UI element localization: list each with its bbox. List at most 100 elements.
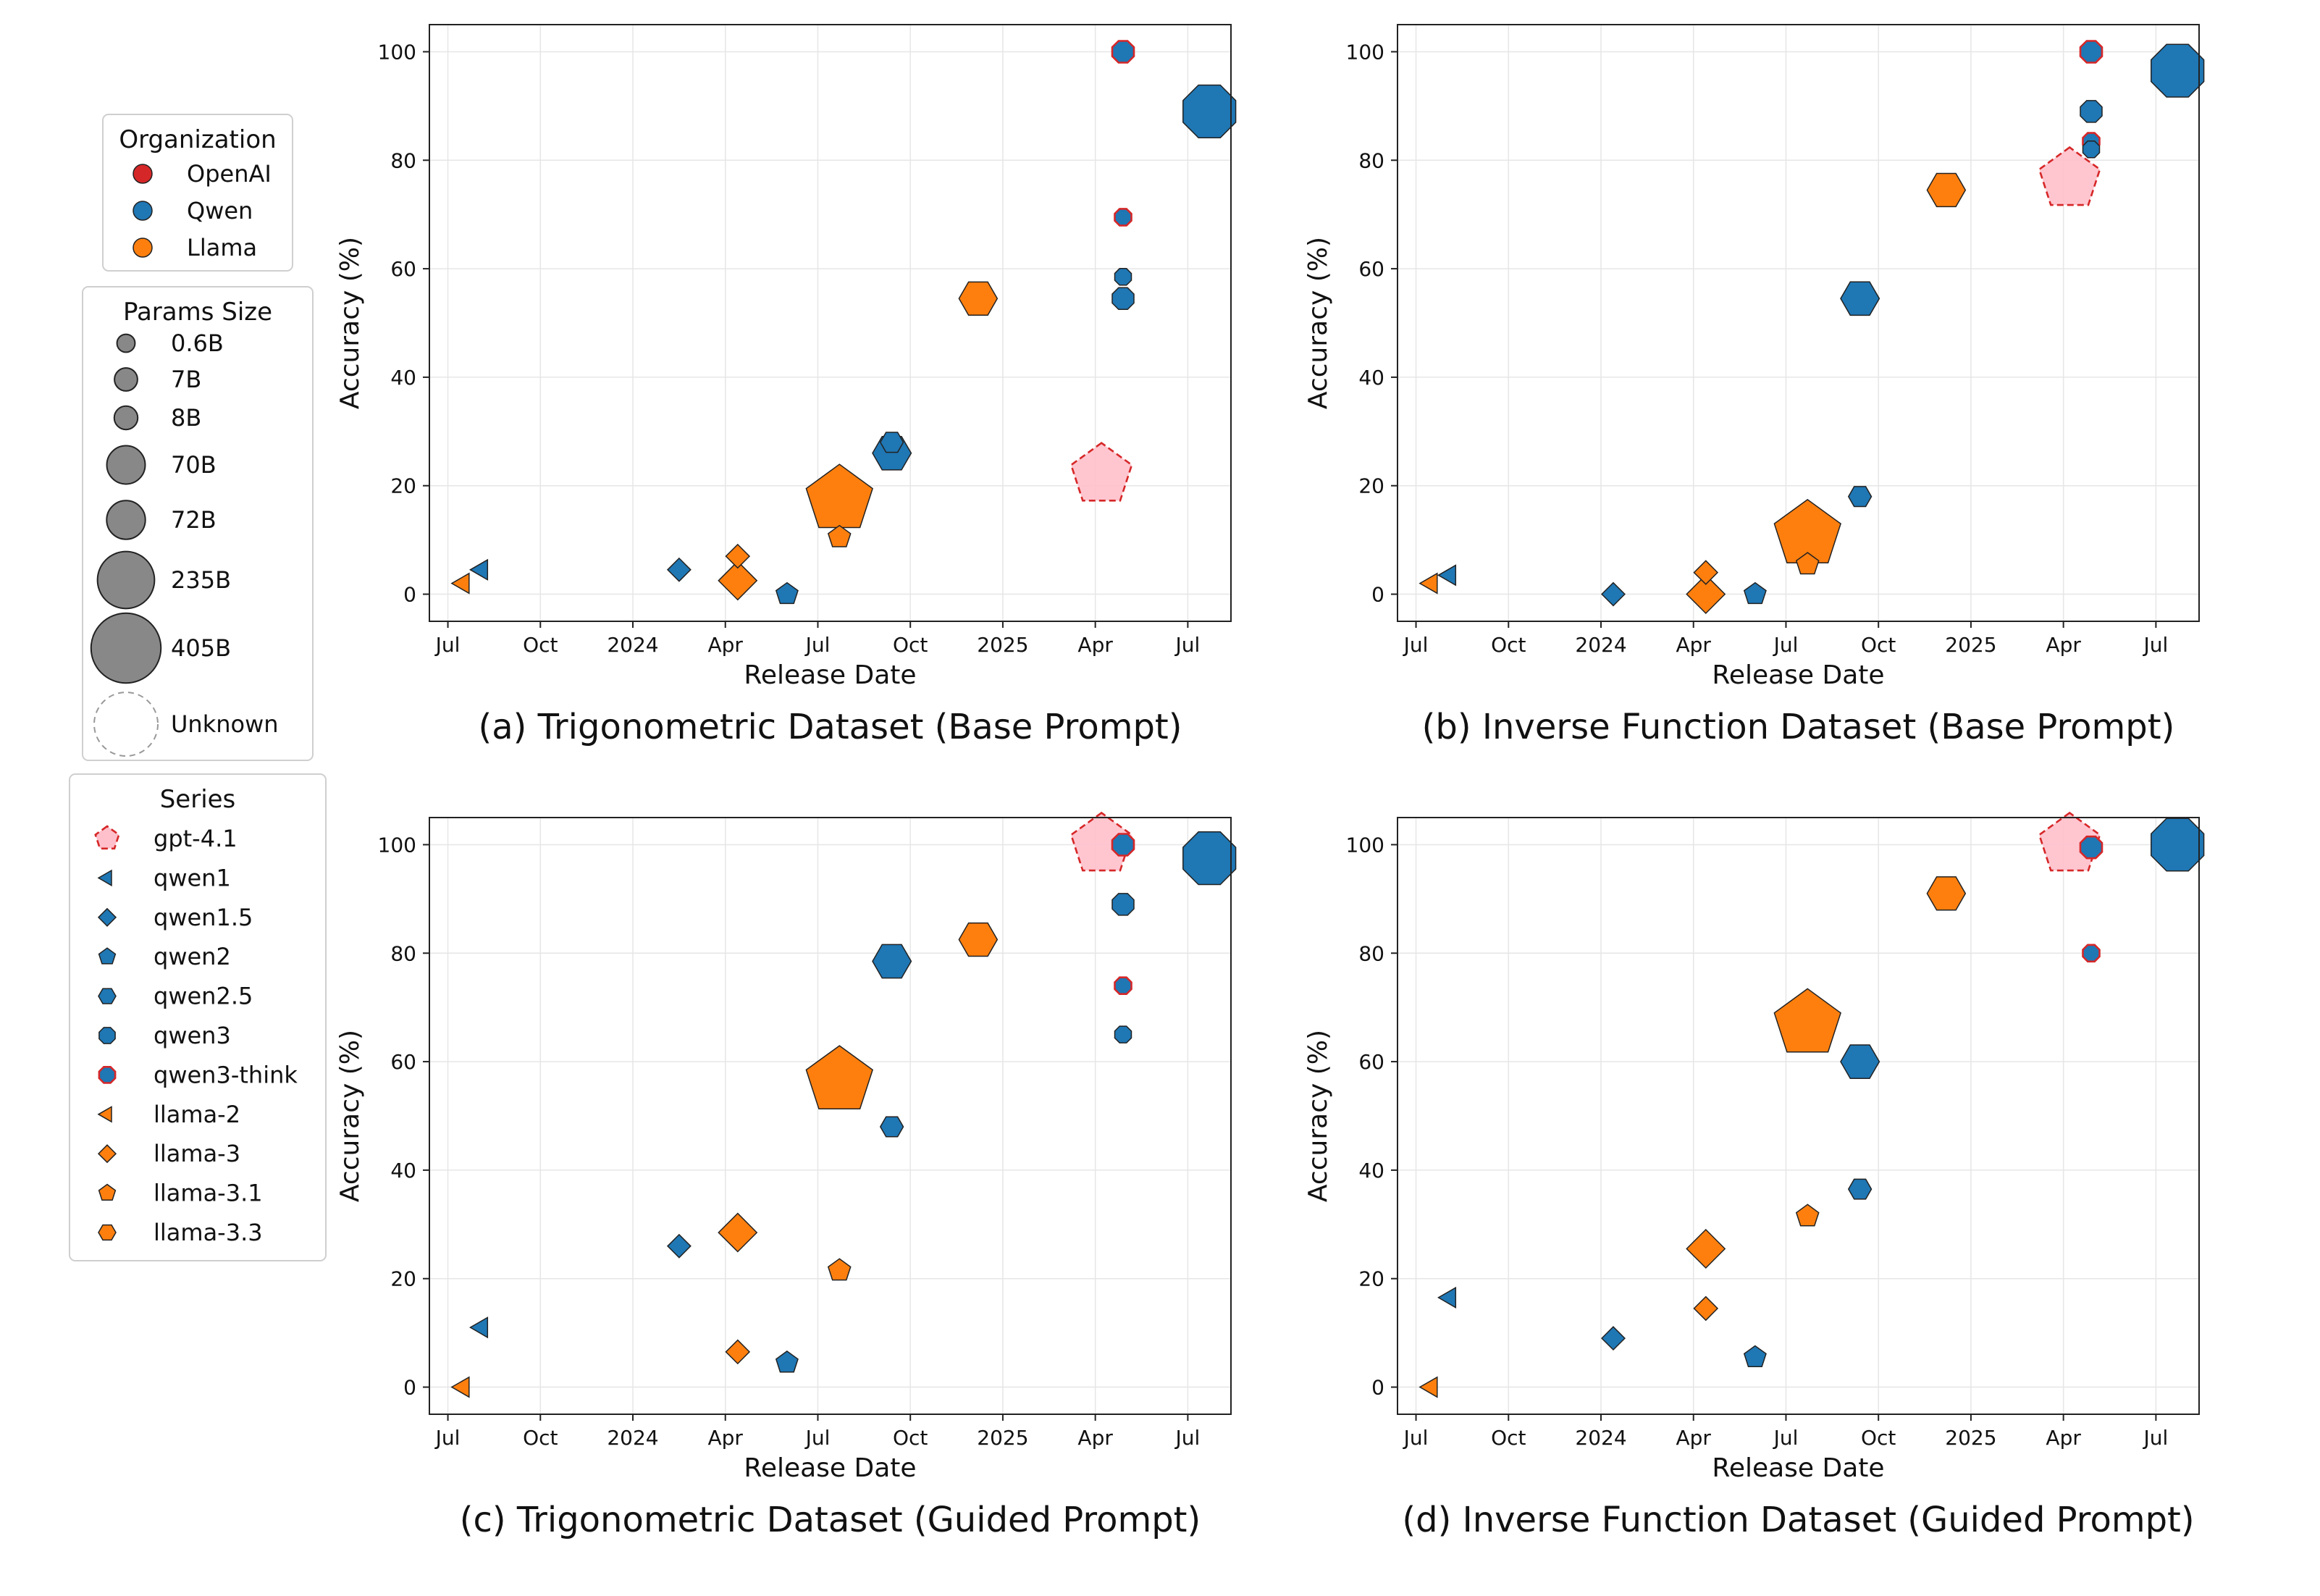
data-point-qwen1.5 [666,557,692,582]
y-tick-label: 100 [378,40,416,64]
x-tick-label: Oct [1491,633,1526,657]
x-tick-label: Oct [523,1426,558,1450]
legend-swatch [133,164,153,184]
x-tick-label: Jul [804,1426,831,1450]
legend-series-marker [98,1183,117,1201]
x-ticks: Jul Oct 2024 Apr Jul Oct 2025 Apr Jul [1403,621,2168,657]
legend-label: 72B [171,506,217,534]
data-point-qwen2.5 [1840,1044,1880,1079]
data-points [1419,40,2205,615]
x-tick-label: 2024 [607,1426,658,1450]
grid [1398,25,2199,621]
data-point-qwen2.5 [872,944,912,979]
data-point-qwen3 [1114,268,1132,286]
data-point-qwen2 [1743,1345,1767,1367]
legend-box [69,773,327,1261]
legend-title: Series [160,785,236,814]
legend-label: qwen3 [154,1022,231,1049]
subplot-caption: (c) Trigonometric Dataset (Guided Prompt… [460,1500,1201,1540]
x-tick-label: Apr [708,1426,744,1450]
data-point-qwen1 [469,1316,489,1339]
data-point-qwen3 [1111,893,1135,916]
y-axis-label: Accuracy (%) [1303,237,1333,409]
x-tick-label: Oct [1861,633,1896,657]
x-axis-label: Release Date [744,1453,916,1483]
legend-size-marker [90,612,162,684]
x-tick-label: Oct [1491,1426,1526,1450]
y-tick-label: 80 [1358,148,1384,172]
data-point-qwen3-think [1114,208,1132,227]
x-tick-label: Oct [1861,1426,1896,1450]
data-points [1419,811,2205,1398]
data-point-llama-3 [718,1212,758,1253]
data-point-qwen3 [2151,818,2205,872]
data-point-qwen2 [775,581,799,605]
data-point-qwen3 [1111,287,1135,311]
legend-size-marker [106,500,146,540]
data-point-qwen3-think [2082,944,2101,963]
legend-label: qwen2 [154,943,231,970]
y-tick-label: 0 [1371,583,1384,607]
data-point-llama-2 [1419,572,1438,595]
x-tick-label: Jul [1403,633,1429,657]
y-tick-label: 100 [1346,833,1384,857]
x-tick-label: Apr [1676,1426,1712,1450]
subplot-b: Jul Oct 2024 Apr Jul Oct 2025 Apr Jul 0 20 40 60 80 10… [1303,24,2205,747]
y-tick-label: 20 [1358,474,1384,498]
axes-frame [1397,24,2200,622]
data-point-qwen3 [1182,84,1237,138]
y-tick-label: 20 [390,1267,416,1291]
plot-area [429,818,1231,1414]
x-tick-label: Jul [1174,633,1200,657]
legend-series-marker [97,1106,112,1123]
grid [429,818,1231,1414]
data-point-qwen3-think [2079,40,2103,64]
x-tick-label: Apr [708,633,744,657]
legend-label: llama-2 [154,1101,240,1128]
legend-label: Qwen [187,197,253,224]
y-ticks: 0 20 40 60 80 100 [378,40,429,607]
y-tick-label: 80 [390,941,416,965]
legend-label: llama-3.3 [154,1219,263,1246]
x-tick-label: 2025 [977,633,1028,657]
subplot-caption: (a) Trigonometric Dataset (Base Prompt) [479,707,1182,747]
x-tick-label: Jul [1773,1426,1799,1450]
data-point-qwen3 [1182,831,1237,886]
y-axis-label: Accuracy (%) [335,237,365,409]
data-point-qwen2 [1743,581,1767,605]
panels: Jul Oct 2024 Apr Jul Oct 2025 Apr Jul 0 20 40 60 80 10… [335,24,2205,1540]
y-axis-label: Accuracy (%) [335,1030,365,1202]
x-tick-label: 2024 [1575,633,1626,657]
x-tick-label: 2025 [977,1426,1028,1450]
y-axis-label: Accuracy (%) [1303,1030,1333,1202]
x-ticks: Jul Oct 2024 Apr Jul Oct 2025 Apr Jul [434,621,1200,657]
y-ticks: 0 20 40 60 80 100 [1346,40,1398,607]
legend-series-marker [97,907,117,927]
x-tick-label: Jul [434,633,461,657]
y-tick-label: 60 [1358,257,1384,281]
legend-label: qwen1 [154,864,231,891]
legend-label: qwen2.5 [154,983,253,1010]
data-point-gpt-4.1 [1069,811,1133,872]
x-tick-label: Jul [804,633,831,657]
legend-size-marker [106,445,146,485]
data-points [450,811,1237,1398]
legend-label: qwen1.5 [154,904,253,931]
legend-size-marker [96,550,156,610]
y-tick-label: 60 [390,257,416,281]
legends: Organization OpenAI Qwen Llama Params Size0.… [69,114,327,1261]
data-point-llama-2 [1419,1376,1438,1398]
legend-series-marker [98,1224,117,1241]
data-point-gpt-4.1 [1069,442,1133,502]
x-tick-label: Oct [893,1426,928,1450]
legend-size-unknown [93,692,159,757]
data-point-qwen2.5 [879,432,904,453]
data-point-llama-3.3 [958,281,999,316]
axes-frame [1397,817,2200,1415]
data-point-llama-3 [1693,560,1719,585]
data-point-llama-2 [450,572,470,595]
data-point-qwen2.5 [879,1116,904,1138]
legend-series: Series gpt-4.1 qwen1 qwen1.5 qwen2 qwen2.5 qwe… [69,773,327,1261]
legend-label: 8B [171,404,201,432]
